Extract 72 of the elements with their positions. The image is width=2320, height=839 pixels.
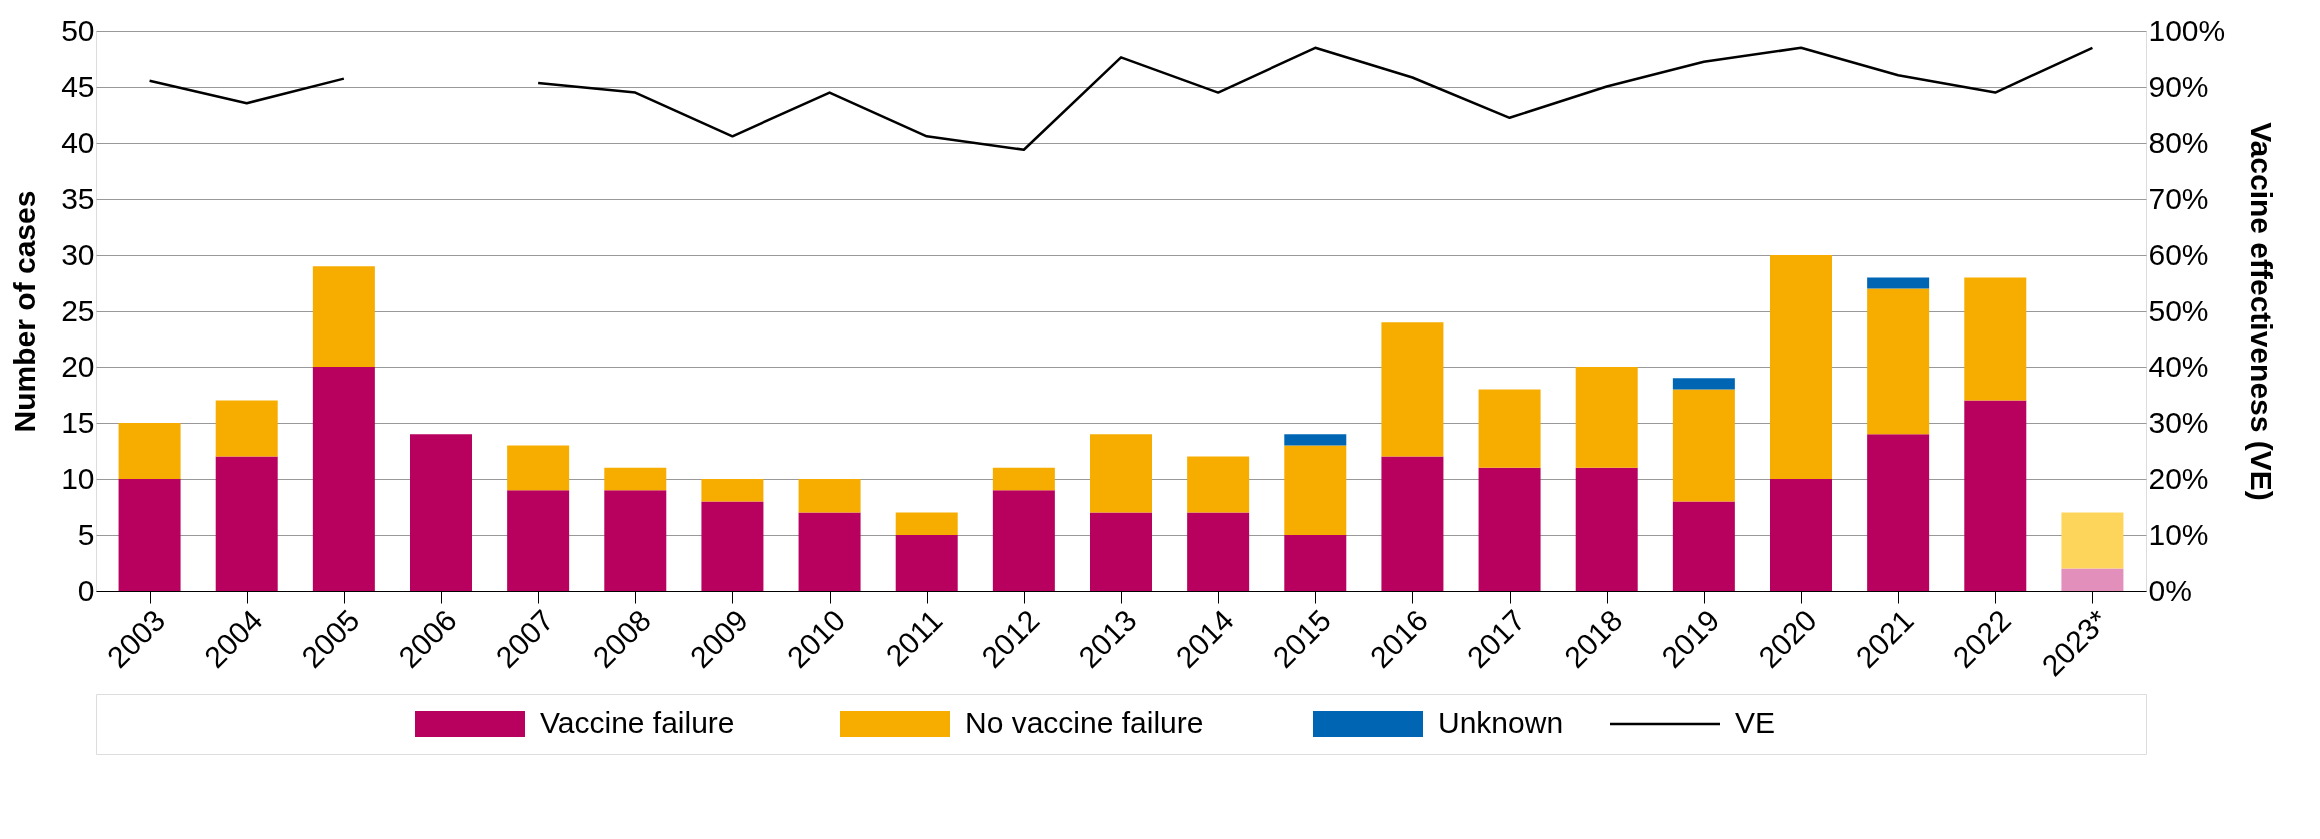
y-tick-label: 35 bbox=[61, 181, 95, 215]
bar bbox=[1575, 367, 1638, 468]
bar bbox=[1672, 501, 1735, 591]
y2-tick-label: 80% bbox=[2148, 125, 2209, 159]
legend-label: VE bbox=[1735, 706, 1776, 739]
y2-tick-label: 0% bbox=[2148, 573, 2192, 607]
y-tick-label: 25 bbox=[61, 293, 95, 327]
legend-label: Unknown bbox=[1438, 706, 1564, 739]
y-tick-label: 5 bbox=[77, 517, 95, 551]
bar bbox=[1672, 389, 1735, 502]
bar bbox=[604, 467, 667, 491]
bar bbox=[312, 266, 375, 367]
bar bbox=[1381, 456, 1444, 591]
y2-tick-label: 40% bbox=[2148, 349, 2209, 383]
y-tick-label: 20 bbox=[61, 349, 95, 383]
bar bbox=[1867, 288, 1930, 435]
y2-tick-label: 30% bbox=[2148, 405, 2209, 439]
legend-label: No vaccine failure bbox=[965, 706, 1204, 739]
bar bbox=[2061, 568, 2124, 591]
y2-tick-label: 60% bbox=[2148, 237, 2209, 271]
bar bbox=[2061, 512, 2124, 569]
bar bbox=[215, 400, 278, 457]
bar bbox=[895, 535, 958, 591]
y2-tick-label: 70% bbox=[2148, 181, 2209, 215]
y-tick-label: 0 bbox=[77, 573, 95, 607]
bar bbox=[507, 445, 570, 491]
y2-tick-label: 90% bbox=[2148, 69, 2209, 103]
bar bbox=[215, 456, 278, 591]
bar bbox=[701, 479, 764, 502]
bar bbox=[1672, 378, 1735, 390]
bar bbox=[604, 490, 667, 591]
bar bbox=[1964, 277, 2027, 401]
bar bbox=[1090, 512, 1152, 591]
bar bbox=[1867, 277, 1930, 289]
bar bbox=[1478, 467, 1541, 591]
bar bbox=[312, 367, 375, 591]
y-tick-label: 50 bbox=[61, 13, 95, 47]
y-tick-label: 10 bbox=[61, 461, 95, 495]
bar bbox=[895, 512, 958, 535]
bar bbox=[118, 423, 181, 479]
legend-label: Vaccine failure bbox=[540, 706, 735, 739]
y2-tick-label: 50% bbox=[2148, 293, 2209, 327]
bar bbox=[1284, 445, 1347, 535]
bar bbox=[1381, 322, 1444, 457]
bar bbox=[798, 479, 861, 513]
bar bbox=[1770, 255, 1832, 479]
bar bbox=[1090, 434, 1152, 513]
bar bbox=[1867, 434, 1930, 591]
bar bbox=[798, 512, 861, 591]
y-axis-title: Number of cases bbox=[8, 190, 42, 433]
bar bbox=[992, 467, 1055, 491]
y-tick-label: 15 bbox=[61, 405, 95, 439]
bar bbox=[1770, 479, 1832, 591]
y2-tick-label: 20% bbox=[2148, 461, 2209, 495]
bar bbox=[1187, 512, 1250, 591]
y2-tick-label: 100% bbox=[2148, 13, 2226, 47]
bar bbox=[507, 490, 570, 591]
bar bbox=[992, 490, 1055, 591]
y-tick-label: 30 bbox=[61, 237, 95, 271]
bar bbox=[1284, 535, 1347, 591]
bar bbox=[1964, 400, 2027, 591]
bar bbox=[118, 479, 181, 591]
y-tick-label: 45 bbox=[61, 69, 95, 103]
bar bbox=[1478, 389, 1541, 468]
y2-axis-title: Vaccine effectiveness (VE) bbox=[2245, 122, 2279, 501]
bar bbox=[1575, 467, 1638, 591]
bar bbox=[1284, 434, 1347, 446]
bar bbox=[1187, 456, 1250, 513]
y-tick-label: 40 bbox=[61, 125, 95, 159]
bar bbox=[410, 434, 472, 591]
bar bbox=[701, 501, 764, 591]
y2-tick-label: 10% bbox=[2148, 517, 2209, 551]
